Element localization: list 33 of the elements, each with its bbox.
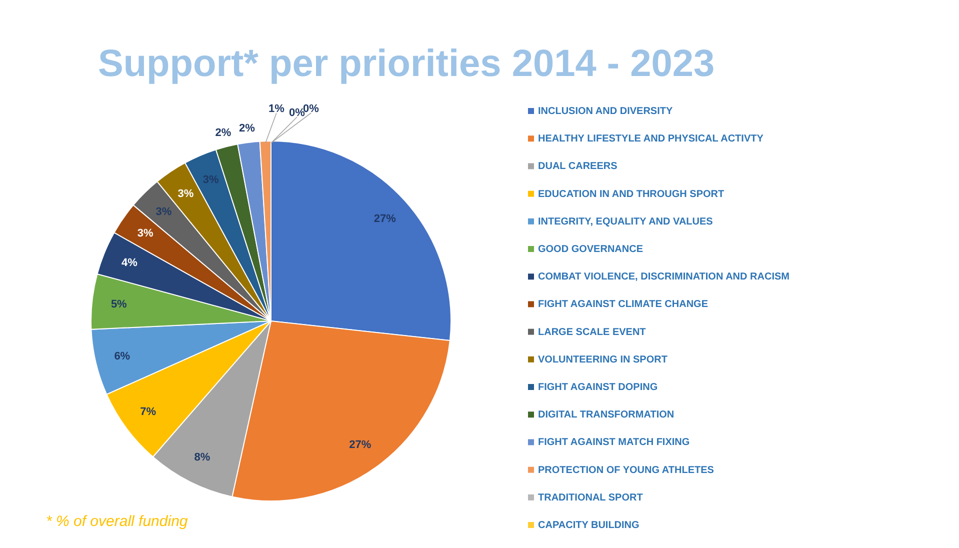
data-label: 5% [110,298,128,310]
legend-label: FIGHT AGAINST DOPING [538,382,658,393]
legend-label: DIGITAL TRANSFORMATION [538,410,674,421]
chart-title: Support* per priorities 2014 - 2023 [98,43,715,85]
legend-label: DUAL CAREERS [538,161,618,172]
data-label: 2% [215,126,232,139]
legend-label: CAPACITY BUILDING [538,520,640,531]
data-label: 2% [238,122,256,134]
text: * % of overall funding [46,513,188,530]
text: 0% [289,106,305,119]
legend-label: TRADITIONAL SPORT [538,492,643,504]
data-label: 27% [349,439,372,452]
data-label: 4% [121,256,138,269]
data-label: 3% [178,188,194,200]
legend-label: HEALTHY LIFESTYLE AND PHYSICAL ACTIVTY [538,134,764,145]
legend-label: EDUCATION IN AND THROUGH SPORT [538,188,724,200]
legend-label: VOLUNTEERING IN SPORT [538,354,668,366]
data-label: 8% [194,452,210,464]
legend-label: INCLUSION AND DIVERSITY [538,106,673,117]
legend-label: FIGHT AGAINST MATCH FIXING [538,437,690,448]
data-label: 27% [374,212,396,225]
data-label: 3% [156,206,172,218]
legend-label: COMBAT VIOLENCE, DISCRIMINATION AND RACISM [538,272,790,283]
data-label: 7% [140,406,156,418]
legend-label: PROTECTION OF YOUNG ATHLETES [538,464,714,476]
legend-label: LARGE SCALE EVENT [538,326,646,338]
legend-label: GOOD GOVERNANCE [538,244,644,255]
legend-label: FIGHT AGAINST CLIMATE CHANGE [538,299,708,310]
text: 0% [303,102,319,115]
legend-label: INTEGRITY, EQUALITY AND VALUES [538,216,714,228]
data-label: 1% [268,103,285,116]
data-label: 3% [137,228,154,240]
data-label: 6% [114,350,130,362]
